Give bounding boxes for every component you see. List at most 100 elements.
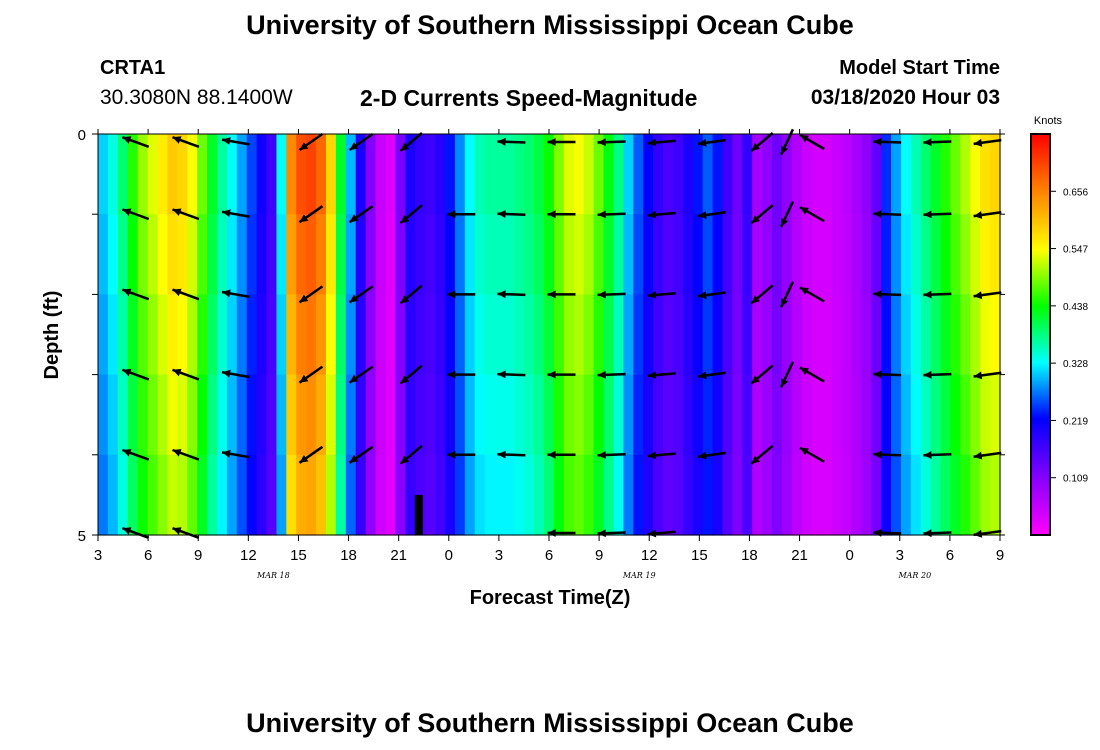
heatmap-cell xyxy=(306,134,317,215)
heatmap-cell xyxy=(653,294,664,376)
heatmap-cell xyxy=(226,454,238,536)
date-label: MAR 19 xyxy=(622,571,656,580)
heatmap-cell xyxy=(335,454,347,536)
heatmap-cell xyxy=(613,454,624,536)
heatmap-cell xyxy=(563,134,575,215)
heatmap-cell xyxy=(722,454,733,536)
heatmap-cell xyxy=(841,374,852,456)
heatmap-cell xyxy=(385,214,396,295)
heatmap-cell xyxy=(127,454,139,536)
heatmap-cell xyxy=(871,294,882,376)
heatmap-cell xyxy=(801,214,813,295)
current-vector xyxy=(873,137,902,146)
heatmap-cell xyxy=(930,294,942,376)
heatmap-cell xyxy=(296,134,307,215)
heatmap-cell xyxy=(405,214,416,295)
heatmap-cell xyxy=(276,214,287,295)
current-vector xyxy=(497,210,526,218)
heatmap-cell xyxy=(613,134,624,215)
heatmap-cell xyxy=(781,214,793,295)
heatmap-cell xyxy=(375,294,387,376)
heatmap-cell xyxy=(643,214,654,295)
heatmap-cell xyxy=(345,294,357,376)
heatmap-cell xyxy=(177,374,188,456)
current-vectors xyxy=(121,128,1002,539)
heatmap-cell xyxy=(256,214,268,295)
heatmap-cell xyxy=(801,294,813,376)
heatmap-cell xyxy=(772,374,783,456)
current-vector xyxy=(547,450,576,459)
heatmap-cell xyxy=(147,134,159,215)
model-start-value: 03/18/2020 Hour 03 xyxy=(810,86,1000,109)
heatmap-cell xyxy=(593,294,605,376)
heatmap-cell xyxy=(276,294,287,376)
heatmap-cell xyxy=(107,214,119,295)
heatmap-cell xyxy=(980,294,991,376)
heatmap-cell xyxy=(702,454,714,536)
heatmap-cell xyxy=(930,214,942,295)
heatmap-cell xyxy=(335,134,347,215)
heatmap-cell xyxy=(504,454,515,536)
heatmap-cell xyxy=(246,214,258,295)
heatmap-cell xyxy=(177,294,188,376)
heatmap-cell xyxy=(762,294,773,376)
heatmap-cell xyxy=(365,134,377,215)
heatmap-cell xyxy=(890,294,902,376)
heatmap-cell xyxy=(107,294,119,376)
colorbar-tick-label: 0.438 xyxy=(1063,302,1088,313)
current-vector xyxy=(298,205,324,224)
heatmap-cell xyxy=(762,134,773,215)
heatmap-cell xyxy=(147,294,159,376)
heatmap-cell xyxy=(980,454,991,536)
colorbar-tick-label: 0.547 xyxy=(1063,245,1088,256)
heatmap-cell xyxy=(623,374,634,456)
heatmap-cell xyxy=(732,134,743,215)
heatmap-cell xyxy=(524,294,535,376)
heatmap-cell xyxy=(603,214,615,295)
heatmap-cell xyxy=(900,374,912,456)
x-axis-label: Forecast Time(Z) xyxy=(470,587,631,609)
heatmap-cell xyxy=(613,214,624,295)
heatmap-cell xyxy=(662,374,674,456)
heatmap-cell xyxy=(355,214,367,295)
heatmap-cell xyxy=(960,374,971,456)
current-vector xyxy=(597,210,626,219)
heatmap-cell xyxy=(970,214,981,295)
heatmap-cell xyxy=(127,134,139,215)
current-vector xyxy=(597,370,626,379)
heatmap-cell xyxy=(980,374,991,456)
heatmap-cell xyxy=(871,374,882,456)
heatmap-cell xyxy=(841,214,852,295)
heatmap-cell xyxy=(425,454,436,536)
x-tick-label: 6 xyxy=(545,547,553,564)
x-tick-label: 0 xyxy=(445,547,453,564)
heatmap-cell xyxy=(633,454,644,536)
heatmap-cell xyxy=(325,454,337,536)
current-vector xyxy=(399,444,423,465)
heatmap-cell xyxy=(474,294,486,376)
heatmap-cell xyxy=(484,134,496,215)
heatmap-cell xyxy=(583,374,595,456)
heatmap-cell xyxy=(207,374,218,456)
heatmap-cell xyxy=(335,294,347,376)
current-vector xyxy=(799,206,825,223)
heatmap-cell xyxy=(811,214,823,295)
heatmap-cell xyxy=(286,134,297,215)
heatmap-cell xyxy=(970,374,981,456)
current-vector xyxy=(172,527,200,539)
heatmap-cell xyxy=(801,454,813,536)
current-vector xyxy=(697,138,726,147)
current-vector xyxy=(799,133,825,151)
heatmap-cell xyxy=(722,374,733,456)
heatmap-cell xyxy=(960,294,971,376)
current-vector xyxy=(348,132,374,152)
heatmap-cell xyxy=(524,134,535,215)
heatmap-cell xyxy=(236,374,248,456)
heatmap-cell xyxy=(712,134,724,215)
heatmap-cell xyxy=(653,134,664,215)
heatmap-cell xyxy=(762,374,773,456)
heatmap-cell xyxy=(286,454,297,536)
heatmap-cell xyxy=(137,134,149,215)
heatmap-cell xyxy=(345,214,357,295)
heatmap-cell xyxy=(821,214,833,295)
